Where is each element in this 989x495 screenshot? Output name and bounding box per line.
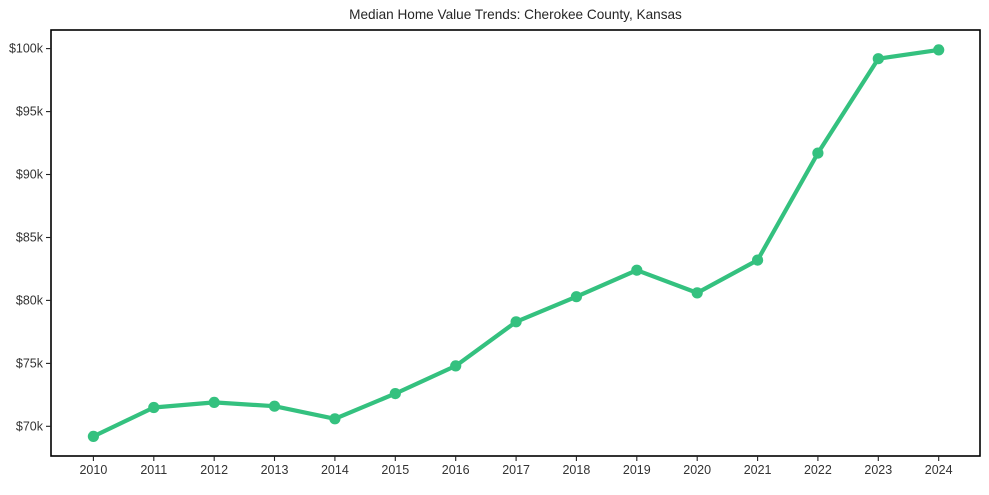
- svg-text:2024: 2024: [925, 463, 953, 477]
- svg-text:$80k: $80k: [16, 293, 44, 307]
- svg-text:2018: 2018: [562, 463, 590, 477]
- svg-text:2012: 2012: [200, 463, 228, 477]
- svg-text:2019: 2019: [623, 463, 651, 477]
- svg-text:2022: 2022: [804, 463, 832, 477]
- svg-text:2011: 2011: [140, 463, 167, 477]
- svg-text:$75k: $75k: [16, 356, 44, 370]
- svg-text:2014: 2014: [321, 463, 349, 477]
- svg-text:2020: 2020: [683, 463, 711, 477]
- svg-text:2016: 2016: [442, 463, 470, 477]
- svg-text:$95k: $95k: [16, 105, 44, 119]
- svg-text:2013: 2013: [261, 463, 289, 477]
- svg-text:$100k: $100k: [9, 42, 44, 56]
- svg-text:$90k: $90k: [16, 168, 44, 182]
- svg-text:2015: 2015: [381, 463, 409, 477]
- svg-text:$70k: $70k: [16, 419, 44, 433]
- svg-text:2021: 2021: [744, 463, 772, 477]
- svg-text:2010: 2010: [79, 463, 107, 477]
- svg-text:2017: 2017: [502, 463, 530, 477]
- svg-text:$85k: $85k: [16, 231, 44, 245]
- svg-text:2023: 2023: [864, 463, 892, 477]
